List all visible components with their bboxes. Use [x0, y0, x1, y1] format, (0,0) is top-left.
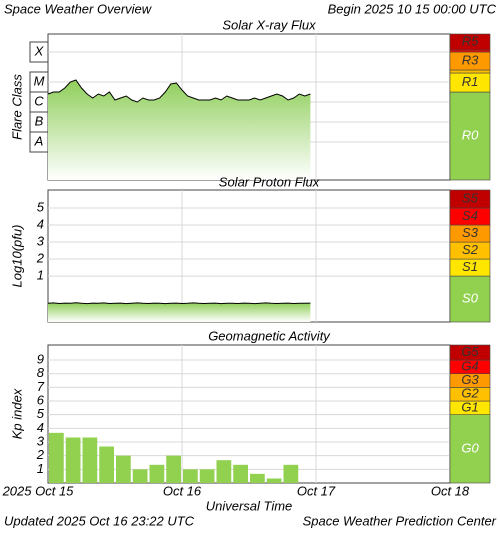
kp-bar [250, 473, 265, 483]
kp-bar [166, 455, 181, 483]
flux-area [48, 80, 311, 180]
kp-bar [266, 478, 282, 483]
y-tick-label: C [34, 93, 44, 108]
panel-title: Solar Proton Flux [219, 174, 320, 189]
plot-area [47, 189, 451, 323]
y-tick-label: 2 [36, 447, 45, 462]
scale-label: R1 [462, 74, 479, 89]
scale-label: G0 [461, 440, 479, 455]
y-tick-label: 9 [37, 351, 44, 366]
y-tick-label: 4 [37, 216, 44, 231]
kp-bar [82, 437, 98, 483]
scale-label: G1 [461, 399, 478, 414]
y-tick-label: 3 [37, 233, 45, 248]
flux-line [47, 79, 311, 103]
panel-title: Geomagnetic Activity [208, 328, 331, 343]
kp-bar [183, 469, 198, 483]
y-tick-label: 6 [37, 392, 45, 407]
scale-band [449, 344, 491, 361]
y-tick-label: 3 [37, 433, 45, 448]
flux-area [48, 302, 311, 322]
y-tick-label: 1 [37, 461, 44, 476]
scale-label: S0 [462, 290, 479, 305]
y-tick-label: A [34, 133, 44, 148]
kp-bar [116, 455, 131, 483]
kp-bar [199, 469, 215, 483]
y-axis-label: Flare Class [9, 74, 24, 140]
kp-bar [132, 469, 148, 483]
y-tick-label: 1 [37, 268, 44, 283]
plot-area [47, 344, 451, 484]
scale-band [449, 91, 491, 181]
kp-bar [233, 464, 248, 483]
scale-label: G2 [461, 386, 479, 401]
scale-band [449, 414, 491, 484]
page-title: Space Weather Overview [4, 1, 153, 16]
begin-time: Begin 2025 10 15 00:00 UTC [328, 1, 497, 16]
scale-band [449, 189, 491, 209]
x-tick-label: Oct 16 [163, 483, 202, 498]
updated-time: Updated 2025 Oct 16 23:22 UTC [4, 513, 195, 528]
kp-bar [216, 460, 232, 483]
scale-label: S1 [462, 259, 478, 274]
x-tick-label: Oct 18 [431, 483, 470, 498]
scale-label: R5 [462, 33, 479, 48]
y-tick-label: 2 [36, 250, 45, 265]
y-tick-label: X [34, 43, 45, 58]
scale-band [449, 33, 491, 51]
scale-label: S2 [462, 242, 479, 257]
panel-title: Solar X-ray Flux [222, 17, 316, 32]
credit: Space Weather Prediction Center [303, 513, 497, 528]
y-tick-label: 5 [37, 199, 45, 214]
y-tick-label: 8 [37, 365, 45, 380]
y-tick-label: 7 [37, 379, 45, 394]
x-axis-label: Universal Time [206, 498, 293, 513]
scale-label: G5 [461, 344, 479, 359]
scale-band [449, 69, 491, 74]
flux-line [47, 302, 311, 305]
kp-bar [99, 446, 114, 483]
y-axis-label: Kp index [9, 388, 24, 439]
y-tick-label: 5 [37, 406, 45, 421]
scale-label: G3 [461, 372, 479, 387]
x-tick-label: 2025 Oct 15 [2, 483, 75, 498]
kp-bar [65, 437, 81, 483]
y-axis-label: Log10(pfu) [9, 225, 24, 288]
scale-label: S5 [462, 190, 479, 205]
x-tick-label: Oct 17 [297, 483, 336, 498]
y-tick-label: B [35, 113, 44, 128]
kp-bar [49, 432, 64, 483]
scale-label: R0 [462, 127, 479, 142]
scale-band [449, 275, 491, 323]
kp-bar [283, 464, 299, 483]
scale-label: R3 [462, 52, 479, 67]
scale-label: S4 [462, 208, 478, 223]
kp-bar [149, 464, 165, 483]
scale-label: G4 [461, 358, 478, 373]
y-tick-label: M [34, 73, 45, 88]
scale-label: S3 [462, 225, 479, 240]
y-tick-label: 4 [37, 420, 44, 435]
